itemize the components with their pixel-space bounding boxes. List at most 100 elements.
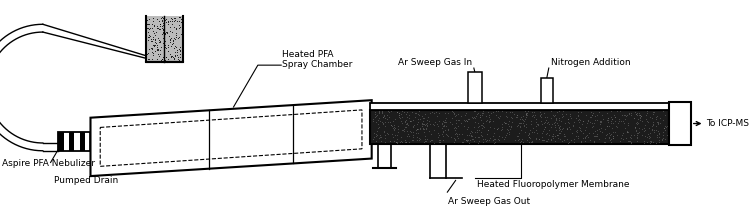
Point <box>554 131 566 134</box>
Point <box>587 140 599 144</box>
Point <box>496 126 508 129</box>
Point <box>144 26 156 29</box>
Point <box>653 133 665 136</box>
Point <box>164 29 176 32</box>
Point <box>487 134 499 138</box>
Point <box>520 113 532 117</box>
Point <box>482 128 494 132</box>
Point <box>590 134 602 137</box>
Point <box>477 124 489 128</box>
Point <box>386 123 398 127</box>
Point <box>169 17 181 20</box>
Point <box>646 124 658 128</box>
Point <box>160 33 172 36</box>
Point <box>453 132 465 135</box>
Point <box>156 15 168 18</box>
Point <box>625 113 637 117</box>
Point <box>642 136 654 140</box>
Point <box>476 127 488 130</box>
Point <box>437 124 450 127</box>
Point <box>511 113 523 117</box>
Point <box>523 135 535 139</box>
Point <box>147 16 159 20</box>
Point <box>600 133 612 137</box>
Point <box>388 140 400 143</box>
Point <box>461 134 473 137</box>
Point <box>463 118 475 121</box>
Point <box>392 113 404 117</box>
Point <box>418 140 430 144</box>
Point <box>157 22 169 25</box>
Point <box>421 118 433 122</box>
Point <box>440 132 452 136</box>
Point <box>379 117 391 120</box>
Point <box>471 136 483 139</box>
Point <box>395 135 407 139</box>
Point <box>389 126 401 129</box>
Point <box>173 15 185 19</box>
Point <box>158 18 170 22</box>
Point <box>376 111 389 115</box>
Point <box>547 135 559 138</box>
Point <box>152 52 164 56</box>
Point <box>476 123 488 127</box>
Point <box>450 132 462 135</box>
Point <box>494 114 506 118</box>
Point <box>145 22 157 26</box>
Point <box>157 36 169 39</box>
Point <box>373 111 386 115</box>
Point <box>396 115 408 118</box>
Point <box>172 26 184 29</box>
Point <box>520 125 532 129</box>
Point <box>486 139 498 142</box>
Point <box>394 116 406 120</box>
Point <box>373 125 385 129</box>
Point <box>556 114 569 118</box>
Point <box>156 32 168 36</box>
Point <box>369 110 381 114</box>
Point <box>639 124 651 127</box>
Point <box>589 114 601 117</box>
Point <box>502 122 514 125</box>
Point <box>157 27 169 30</box>
Point <box>425 138 437 142</box>
Point <box>175 23 187 27</box>
Point <box>474 113 486 117</box>
Point <box>514 121 526 125</box>
Point <box>593 130 605 133</box>
Point <box>379 136 391 139</box>
Point <box>404 120 416 123</box>
Point <box>596 119 608 122</box>
Point <box>154 22 166 26</box>
Point <box>639 128 651 131</box>
Point <box>378 130 390 133</box>
Point <box>575 139 587 142</box>
Point <box>392 128 404 131</box>
Point <box>389 127 401 130</box>
Point <box>633 131 645 134</box>
Point <box>645 129 657 132</box>
Point <box>536 139 548 142</box>
Point <box>589 119 601 122</box>
Point <box>587 113 599 117</box>
Point <box>458 137 470 140</box>
Point <box>469 136 481 139</box>
Point <box>395 139 407 142</box>
Point <box>570 134 582 137</box>
Point <box>442 127 454 131</box>
Point <box>142 22 154 25</box>
Point <box>487 131 499 134</box>
Point <box>157 23 169 26</box>
Point <box>581 126 593 129</box>
Point <box>142 35 154 39</box>
Point <box>606 117 618 121</box>
Point <box>620 129 633 133</box>
Point <box>605 119 617 122</box>
Point <box>614 110 626 113</box>
Point <box>440 120 452 124</box>
Point <box>625 140 637 144</box>
Point <box>466 134 478 137</box>
Point <box>162 46 174 49</box>
Point <box>651 120 663 124</box>
Point <box>652 130 664 133</box>
